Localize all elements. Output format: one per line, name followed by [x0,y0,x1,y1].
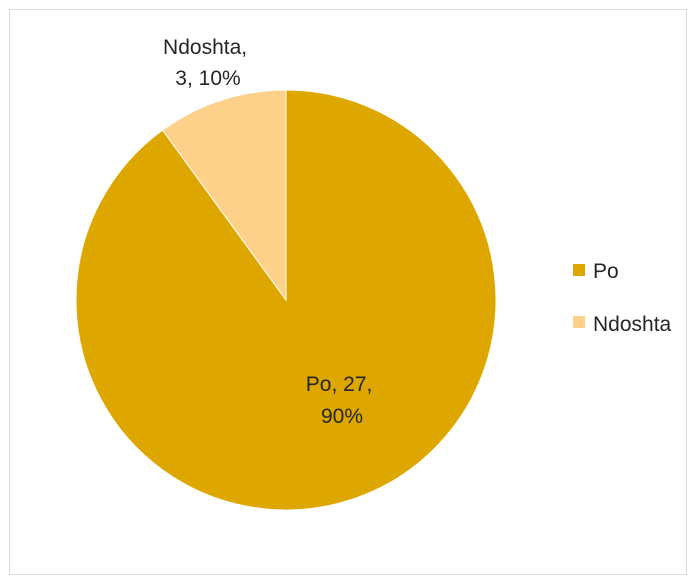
data-labels: Ndoshta, 3, 10% Po, 27, 90% [163,36,378,428]
legend-swatch-po [573,264,585,276]
data-label-ndoshta: Ndoshta, 3, 10% [163,36,253,90]
data-label-ndoshta-line2: 3, 10% [175,67,240,90]
legend: Po Ndoshta [573,260,672,336]
data-label-ndoshta-line1: Ndoshta, [163,36,247,59]
pie-slices [75,89,497,511]
legend-label-po: Po [593,260,619,283]
legend-swatch-ndoshta [573,316,585,328]
legend-label-ndoshta: Ndoshta [593,313,672,336]
data-label-po-line2: 90% [321,405,363,428]
data-label-po: Po, 27, 90% [306,373,378,428]
data-label-po-line1: Po, 27, [306,373,373,396]
pie-slice-ndoshta [161,89,287,302]
